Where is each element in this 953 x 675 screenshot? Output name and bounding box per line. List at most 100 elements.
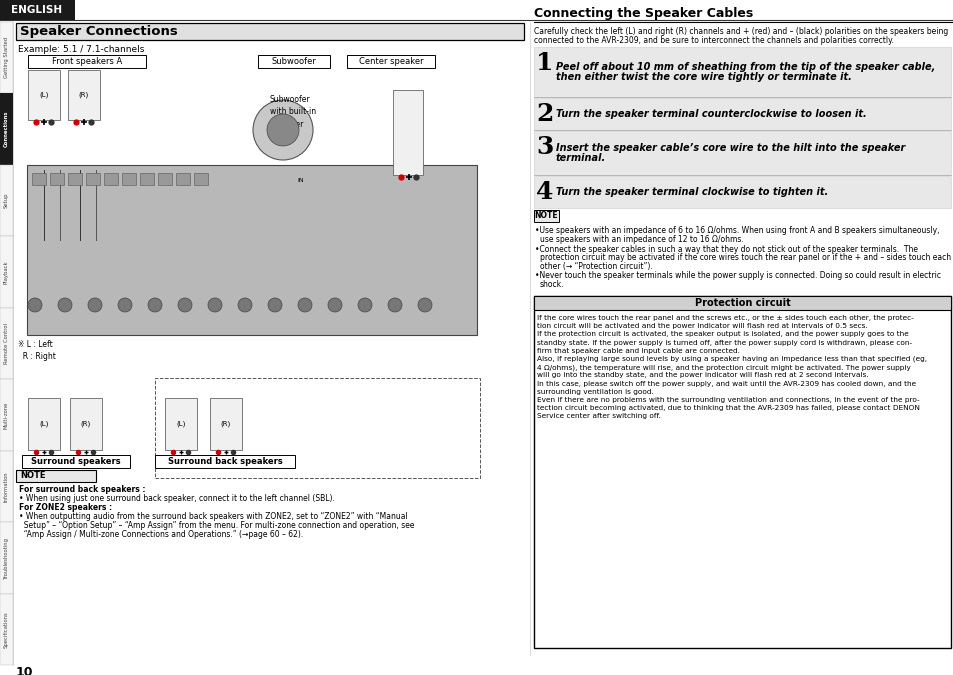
Bar [0, 165, 13, 236]
Bar [158, 173, 172, 185]
Text: Peel off about 10 mm of sheathing from the tip of the speaker cable,: Peel off about 10 mm of sheathing from t… [556, 62, 934, 72]
Bar [257, 55, 330, 68]
Text: (R): (R) [79, 92, 89, 99]
Text: tection circuit becoming activated, due to thinking that the AVR-2309 has failed: tection circuit becoming activated, due … [537, 405, 919, 411]
Text: 2: 2 [536, 102, 553, 126]
Text: NOTE: NOTE [20, 472, 46, 481]
Text: connected to the AVR-2309, and be sure to interconnect the channels and polariti: connected to the AVR-2309, and be sure t… [534, 36, 893, 45]
Text: ENGLISH: ENGLISH [11, 5, 63, 15]
Bar [347, 55, 435, 68]
Circle shape [178, 298, 192, 312]
Text: Multi-zone: Multi-zone [4, 401, 9, 429]
Bar [0, 593, 13, 665]
Text: For surround back speakers :: For surround back speakers : [19, 485, 146, 494]
Text: Center speaker: Center speaker [358, 57, 423, 66]
Circle shape [118, 298, 132, 312]
Text: (R): (R) [221, 421, 231, 427]
Text: Troubleshooting: Troubleshooting [4, 537, 9, 579]
Text: protection circuit may be activated if the core wires touch the rear panel or if: protection circuit may be activated if t… [539, 253, 950, 262]
Text: use speakers with an impedance of 12 to 16 Ω/ohms.: use speakers with an impedance of 12 to … [539, 234, 743, 244]
Circle shape [58, 298, 71, 312]
Text: standby state. If the power supply is turned off, after the power supply cord is: standby state. If the power supply is tu… [537, 340, 911, 346]
Bar [50, 173, 64, 185]
Text: If the protection circuit is activated, the speaker output is isolated, and the : If the protection circuit is activated, … [537, 331, 908, 338]
Text: For ZONE2 speakers :: For ZONE2 speakers : [19, 503, 112, 512]
Text: tion circuit will be activated and the power indicator will flash red at interva: tion circuit will be activated and the p… [537, 323, 867, 329]
Text: Specifications: Specifications [4, 611, 9, 647]
Bar [22, 455, 130, 468]
Bar [210, 398, 242, 450]
Bar [28, 55, 146, 68]
Text: Connecting the Speaker Cables: Connecting the Speaker Cables [534, 7, 753, 20]
Bar [534, 131, 950, 175]
Text: “Amp Assign / Multi-zone Connections and Operations.” (→page 60 – 62).: “Amp Assign / Multi-zone Connections and… [19, 530, 303, 539]
Text: Setup” – “Option Setup” – “Amp Assign” from the menu. For multi-zone connection : Setup” – “Option Setup” – “Amp Assign” f… [19, 521, 414, 530]
Bar [0, 379, 13, 451]
Text: Subwoofer
with built-in
amplifier: Subwoofer with built-in amplifier [270, 95, 315, 129]
Bar [16, 23, 523, 40]
Text: 3: 3 [536, 135, 553, 159]
Text: will go into the standby state, and the power indicator will flash red at 2 seco: will go into the standby state, and the … [537, 373, 868, 379]
Text: Turn the speaker terminal clockwise to tighten it.: Turn the speaker terminal clockwise to t… [556, 187, 827, 197]
Text: • When using just one surround back speaker, connect it to the left channel (SBL: • When using just one surround back spea… [19, 494, 335, 503]
Circle shape [28, 298, 42, 312]
Text: Example: 5.1 / 7.1-channels: Example: 5.1 / 7.1-channels [18, 45, 144, 53]
Bar [68, 70, 100, 120]
Bar [534, 47, 950, 97]
Bar [140, 173, 153, 185]
Circle shape [297, 298, 312, 312]
Text: NOTE: NOTE [534, 211, 558, 221]
Bar [104, 173, 118, 185]
Text: (L): (L) [39, 421, 49, 427]
Circle shape [253, 100, 313, 160]
Bar [175, 173, 190, 185]
Bar [86, 173, 100, 185]
Bar [28, 398, 60, 450]
Bar [0, 93, 13, 165]
Text: 4: 4 [536, 180, 553, 204]
Text: surrounding ventilation is good.: surrounding ventilation is good. [537, 389, 653, 395]
Text: (L): (L) [176, 421, 186, 427]
Text: •Use speakers with an impedance of 6 to 16 Ω/ohms. When using front A and B spea: •Use speakers with an impedance of 6 to … [535, 226, 939, 235]
Text: Even if there are no problems with the surrounding ventilation and connections, : Even if there are no problems with the s… [537, 397, 919, 403]
Circle shape [88, 298, 102, 312]
Bar [165, 398, 196, 450]
Bar [154, 378, 479, 478]
Circle shape [237, 298, 252, 312]
Bar [68, 173, 82, 185]
Text: Information: Information [4, 471, 9, 502]
Text: Playback: Playback [4, 261, 9, 284]
Bar [0, 451, 13, 522]
Circle shape [357, 298, 372, 312]
Text: If the core wires touch the rear panel and the screws etc., or the ± sides touch: If the core wires touch the rear panel a… [537, 315, 913, 321]
Bar [122, 173, 136, 185]
Bar [534, 210, 558, 222]
Bar [534, 98, 950, 130]
Bar [0, 0, 75, 20]
Text: Speaker Connections: Speaker Connections [20, 25, 177, 38]
Text: Setup: Setup [4, 193, 9, 209]
Text: Surround back speakers: Surround back speakers [168, 457, 282, 466]
Text: • When outputting audio from the surround back speakers with ZONE2, set to “ZONE: • When outputting audio from the surroun… [19, 512, 407, 521]
Text: Turn the speaker terminal counterclockwise to loosen it.: Turn the speaker terminal counterclockwi… [556, 109, 866, 119]
Bar [70, 398, 102, 450]
Text: Subwoofer: Subwoofer [272, 57, 316, 66]
Text: terminal.: terminal. [556, 153, 605, 163]
Bar [0, 236, 13, 308]
Circle shape [268, 298, 282, 312]
Text: •Never touch the speaker terminals while the power supply is connected. Doing so: •Never touch the speaker terminals while… [535, 271, 940, 281]
Bar [193, 173, 208, 185]
Text: R : Right: R : Right [18, 352, 56, 361]
Bar [28, 70, 60, 120]
Text: Surround speakers: Surround speakers [31, 457, 121, 466]
Text: Getting Started: Getting Started [4, 37, 9, 78]
Text: (L): (L) [39, 92, 49, 99]
Bar [534, 176, 950, 208]
Bar [154, 455, 294, 468]
Text: Insert the speaker cable’s core wire to the hilt into the speaker: Insert the speaker cable’s core wire to … [556, 143, 904, 153]
Circle shape [328, 298, 341, 312]
Bar [393, 90, 422, 175]
Text: Service center after switching off.: Service center after switching off. [537, 413, 660, 419]
Bar [534, 296, 950, 648]
Text: Remote Control: Remote Control [4, 323, 9, 364]
